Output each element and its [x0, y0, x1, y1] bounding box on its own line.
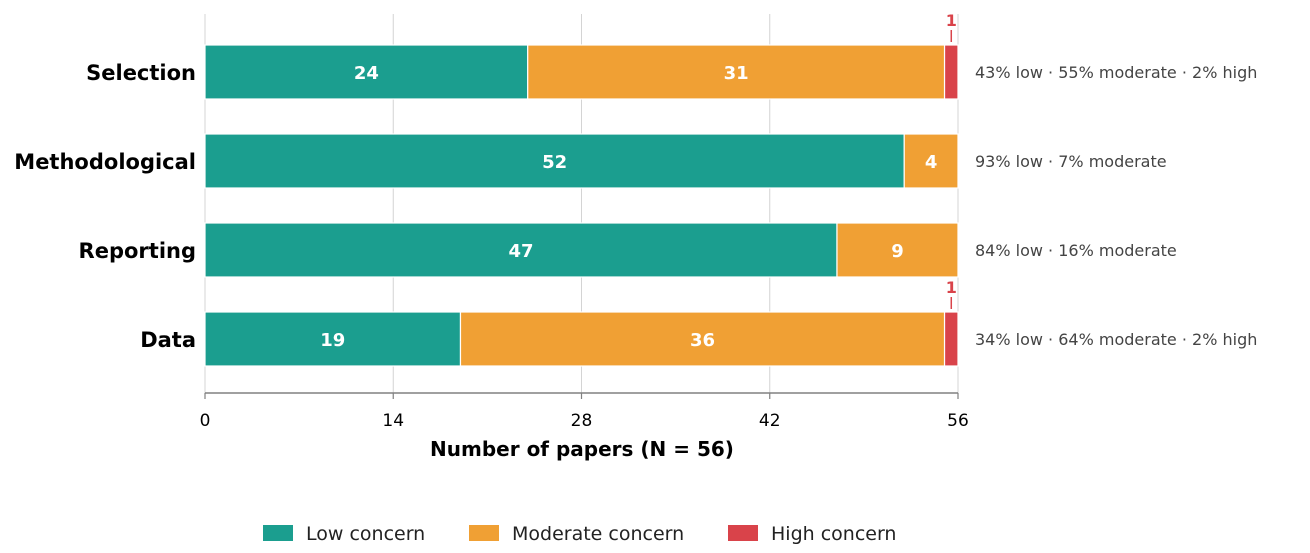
bar-value-label: 31 [724, 63, 749, 84]
percent-part: 43% low [975, 63, 1043, 82]
separator: · [1043, 241, 1058, 260]
bar-methodological-moderate-concern [903, 133, 959, 189]
legend-swatch [263, 525, 293, 541]
bar-value-label: 52 [542, 152, 567, 173]
bar-data-low-concern [204, 311, 462, 367]
x-tick-label: 28 [571, 411, 593, 431]
percent-part: 2% high [1192, 330, 1257, 349]
percent-part: 34% low [975, 330, 1043, 349]
legend-label: High concern [771, 523, 896, 545]
x-axis-title: Number of papers (N = 56) [430, 437, 734, 461]
separator: · [1043, 152, 1058, 171]
bar-selection-high-concern [943, 44, 959, 100]
bars: 24 31 1 52 4 47 9 19 36 1 [204, 11, 959, 367]
percent-part: 16% moderate [1058, 241, 1177, 260]
percent-summaries: 43% low · 55% moderate · 2% high 93% low … [975, 63, 1257, 349]
bar-data-high-concern [943, 311, 959, 367]
legend-swatch [728, 525, 758, 541]
legend-swatch [469, 525, 499, 541]
percent-part: 93% low [975, 152, 1043, 171]
bar-data-moderate-concern [459, 311, 946, 367]
category-labels: Selection Methodological Reporting Data [14, 61, 196, 352]
bar-value-label: 36 [690, 330, 715, 351]
percent-summary: 43% low · 55% moderate · 2% high [975, 63, 1257, 82]
legend-label: Low concern [306, 523, 425, 545]
x-tick-label: 42 [759, 411, 781, 431]
legend: Low concern Moderate concern High concern [263, 523, 896, 545]
percent-part: 2% high [1192, 63, 1257, 82]
separator: · [1177, 330, 1192, 349]
bar-value-label: 24 [354, 63, 379, 84]
x-tick-label: 56 [947, 411, 969, 431]
x-tick-label: 0 [200, 411, 211, 431]
high-concern-annotation: 1 [946, 11, 957, 30]
bar-value-label: 9 [891, 241, 904, 262]
bar-reporting-low-concern [204, 222, 838, 278]
category-label: Data [140, 328, 196, 352]
separator: · [1043, 63, 1058, 82]
bar-value-label: 19 [320, 330, 345, 351]
percent-summary: 84% low · 16% moderate [975, 241, 1177, 260]
percent-summary: 34% low · 64% moderate · 2% high [975, 330, 1257, 349]
separator: · [1177, 63, 1192, 82]
category-label: Selection [86, 61, 196, 85]
percent-part: 64% moderate [1058, 330, 1177, 349]
high-concern-annotation: 1 [946, 278, 957, 297]
legend-label: Moderate concern [512, 523, 684, 545]
bar-reporting-moderate-concern [836, 222, 959, 278]
bar-selection-low-concern [204, 44, 529, 100]
separator: · [1043, 330, 1058, 349]
percent-part: 84% low [975, 241, 1043, 260]
category-label: Methodological [14, 150, 196, 174]
category-label: Reporting [79, 239, 196, 263]
bar-value-label: 47 [508, 241, 533, 262]
percent-summary: 93% low · 7% moderate [975, 152, 1167, 171]
bar-value-label: 4 [925, 152, 938, 173]
x-tick-label: 14 [382, 411, 404, 431]
x-axis: 0 14 28 42 56 [200, 392, 969, 431]
percent-part: 7% moderate [1058, 152, 1166, 171]
percent-part: 55% moderate [1058, 63, 1177, 82]
bar-selection-moderate-concern [527, 44, 946, 100]
